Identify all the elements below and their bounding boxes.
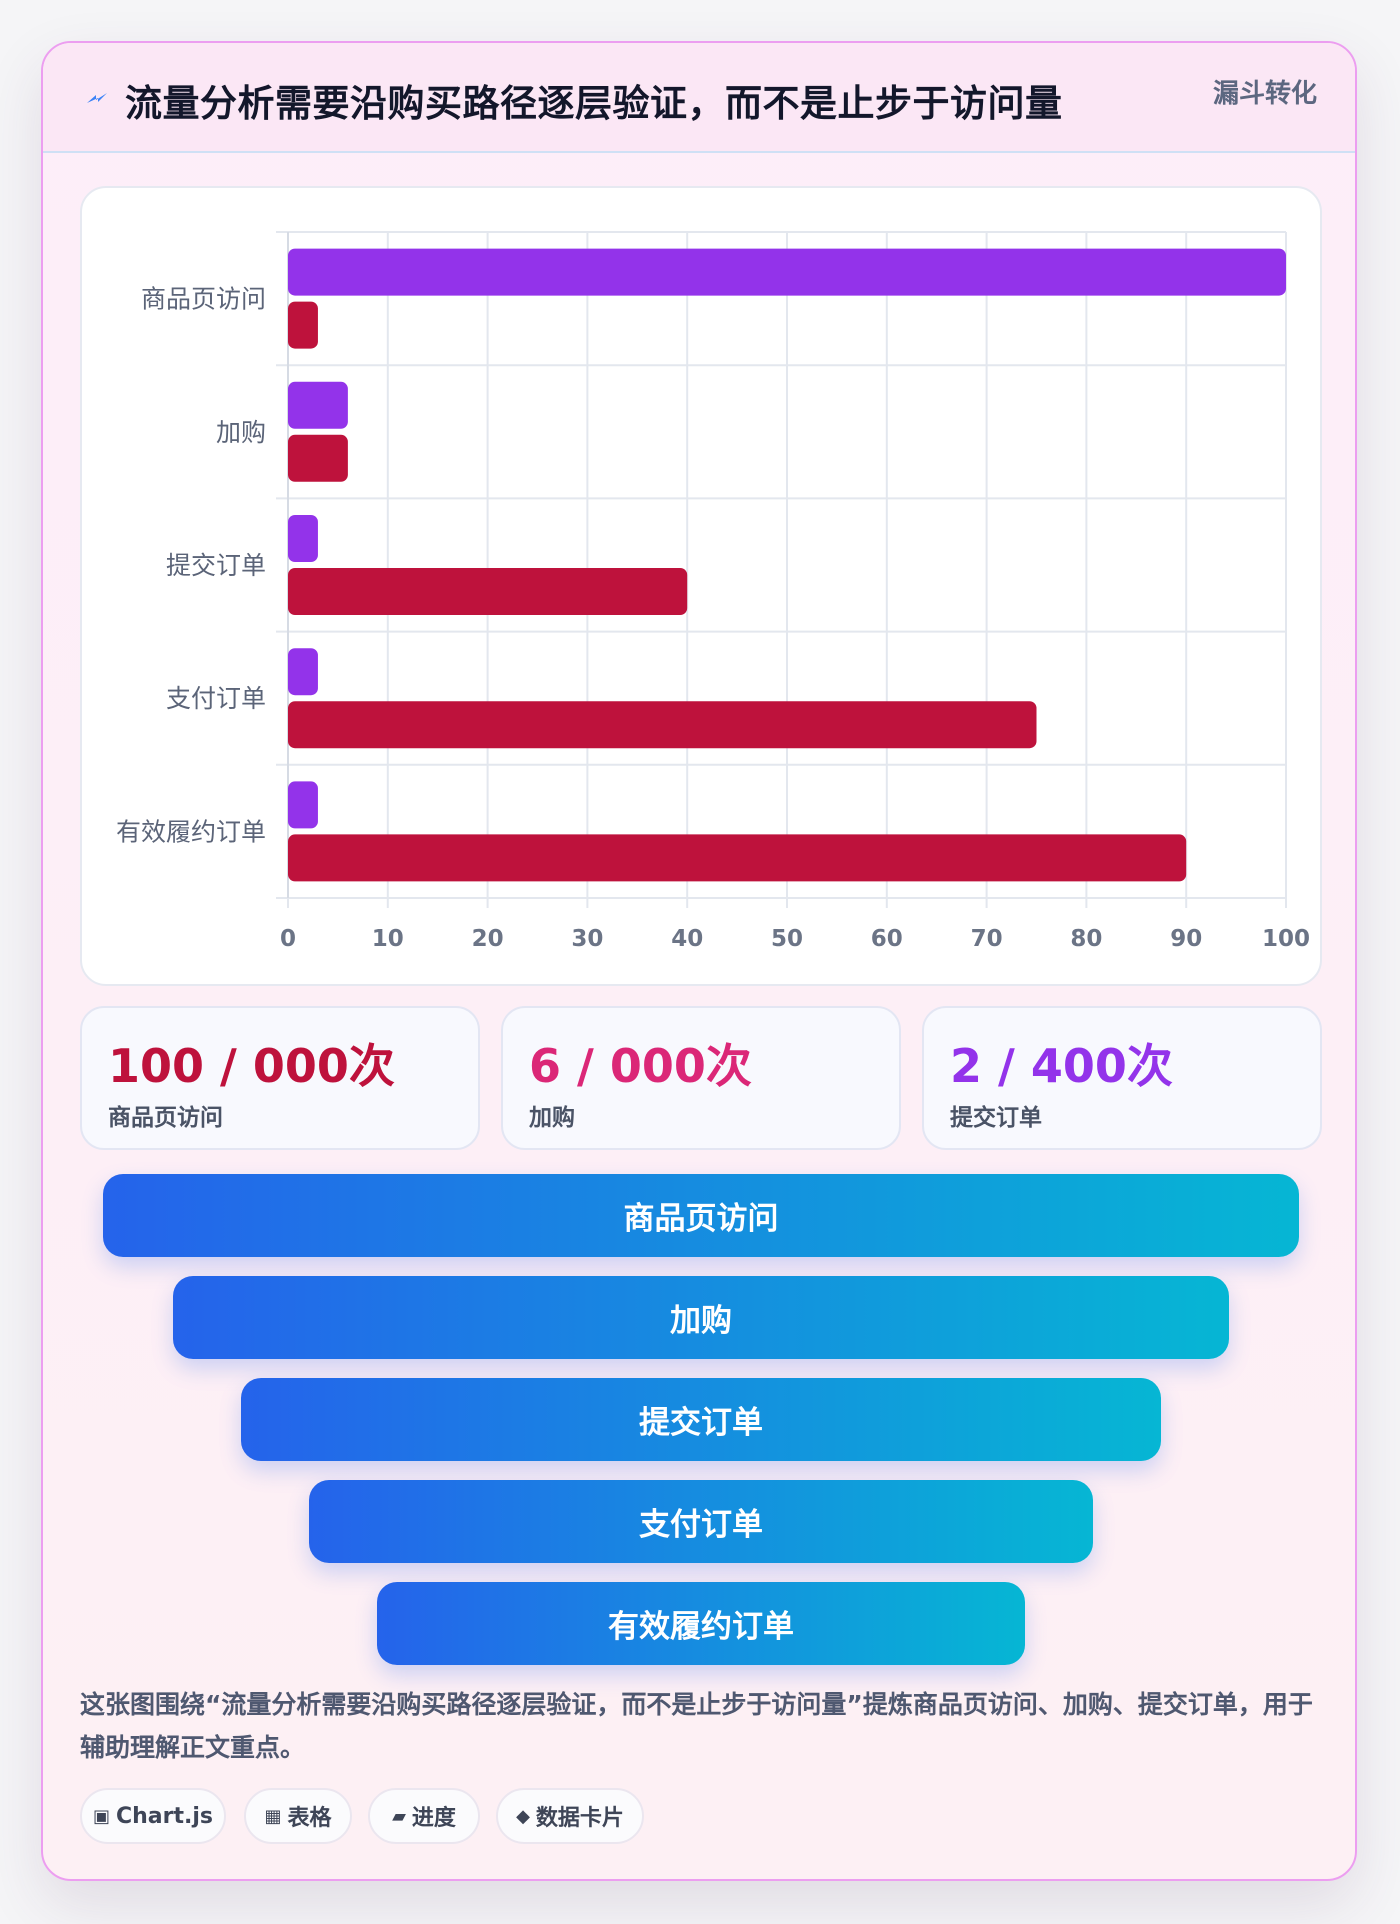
funnel-stage-fulfilled-order: 有效履约订单: [377, 1582, 1025, 1665]
pill-label: Chart.js: [116, 1803, 214, 1829]
diamond-icon: ◆: [516, 1805, 530, 1827]
bar-red: [288, 301, 318, 349]
x-tick-label: 30: [571, 926, 603, 952]
progress-icon: ▰: [392, 1805, 406, 1827]
x-tick-label: 20: [472, 926, 504, 952]
stat-label: 商品页访问: [108, 1105, 223, 1131]
x-tick-label: 100: [1262, 926, 1310, 952]
x-tick-label: 80: [1070, 926, 1102, 952]
pill-table[interactable]: ▦ 表格: [244, 1788, 352, 1844]
stat-value: 6 / 000次: [529, 1039, 752, 1093]
bar-purple: [288, 781, 318, 829]
pill-label: 数据卡片: [535, 1806, 624, 1831]
x-tick-label: 60: [871, 926, 903, 952]
bar-purple: [288, 648, 318, 696]
bar-purple: [288, 515, 318, 562]
category-tag: 漏斗转化: [1212, 79, 1317, 109]
bar-purple: [288, 248, 1286, 296]
lightning-icon: [87, 93, 107, 103]
bar-purple: [288, 381, 348, 429]
pill-data-card[interactable]: ◆ 数据卡片: [496, 1788, 644, 1844]
bar-red: [288, 701, 1037, 749]
stat-value: 100 / 000次: [108, 1039, 395, 1093]
y-tick-label: 支付订单: [166, 684, 266, 713]
x-tick-label: 0: [280, 926, 296, 952]
stat-card-product-visit: 100 / 000次 商品页访问: [80, 1006, 480, 1150]
stat-value: 2 / 400次: [950, 1039, 1173, 1093]
pill-progress[interactable]: ▰ 进度: [368, 1788, 480, 1844]
funnel-stage-add-cart: 加购: [173, 1276, 1229, 1359]
bar-red: [288, 568, 688, 615]
stat-card-add-cart: 6 / 000次 加购: [501, 1006, 901, 1150]
bar-chart: 0 10 20 30 40 50 60 70 80 90 100 商品页访问加购提交订单支付订单有效履…: [116, 231, 1310, 952]
chart-panel: 0 10 20 30 40 50 60 70 80 90 100 商品页访问加购提交订单支付订单有效履…: [80, 186, 1322, 986]
stat-label: 加购: [529, 1105, 575, 1131]
y-tick-label: 提交订单: [166, 551, 266, 580]
x-tick-label: 90: [1170, 926, 1202, 952]
pill-chartjs[interactable]: ▣ Chart.js: [80, 1788, 226, 1844]
chart-icon: ▣: [92, 1805, 110, 1827]
funnel-stage-product-visit: 商品页访问: [103, 1174, 1299, 1257]
y-tick-label: 商品页访问: [141, 285, 266, 314]
funnel-stage-pay-order: 支付订单: [309, 1480, 1093, 1563]
x-tick-label: 10: [372, 926, 404, 952]
x-tick-label: 70: [971, 926, 1003, 952]
y-tick-label: 加购: [216, 418, 266, 447]
bar-red: [288, 434, 348, 482]
table-icon: ▦: [264, 1805, 282, 1827]
y-tick-label: 有效履约订单: [116, 817, 266, 846]
card-header: 流量分析需要沿购买路径逐层验证，而不是止步于访问量 漏斗转化: [43, 43, 1355, 153]
x-tick-label: 50: [771, 926, 803, 952]
stat-card-submit-order: 2 / 400次 提交订单: [922, 1006, 1322, 1150]
card-title: 流量分析需要沿购买路径逐层验证，而不是止步于访问量: [125, 82, 1063, 125]
infographic-card: 流量分析需要沿购买路径逐层验证，而不是止步于访问量 漏斗转化 0 10 20 30 40…: [41, 41, 1357, 1881]
stat-label: 提交订单: [950, 1105, 1042, 1131]
x-tick-label: 40: [671, 926, 703, 952]
funnel-stage-submit-order: 提交订单: [241, 1378, 1161, 1461]
stat-cards: 100 / 000次 商品页访问 6 / 000次 加购 2 / 400次 提交…: [80, 1006, 1322, 1150]
caption-text: 这张图围绕“流量分析需要沿购买路径逐层验证，而不是止步于访问量”提炼商品页访问、…: [80, 1690, 1313, 1762]
bar-red: [288, 834, 1187, 882]
pill-label: 进度: [411, 1806, 456, 1831]
pill-label: 表格: [287, 1806, 332, 1831]
